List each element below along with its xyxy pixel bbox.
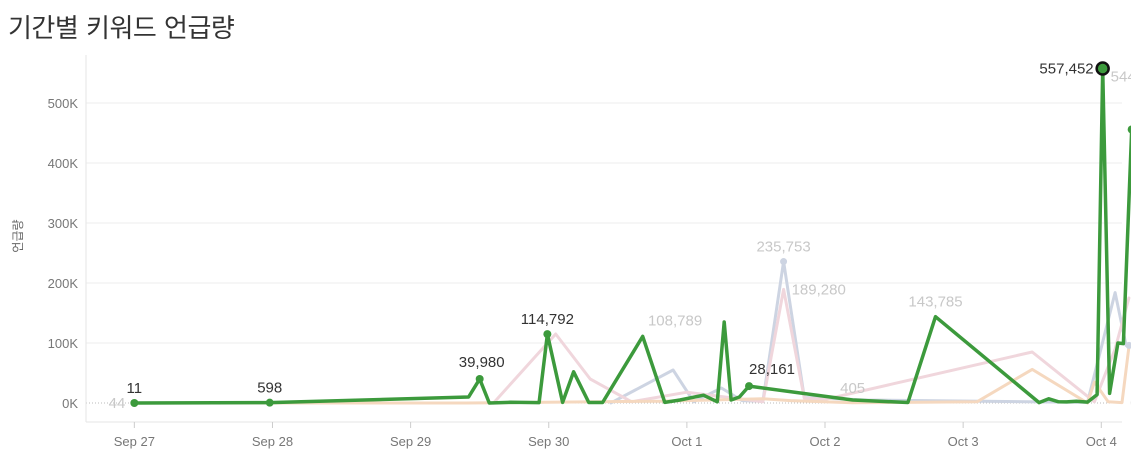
series-line-2 — [492, 287, 1131, 405]
x-tick-label: Oct 2 — [809, 434, 840, 449]
data-point — [543, 330, 552, 339]
x-tick-label: Oct 1 — [671, 434, 702, 449]
y-tick-label: 400K — [48, 156, 79, 171]
series-line-3 — [132, 345, 1131, 405]
data-point — [265, 398, 274, 407]
data-label: 11 — [127, 380, 143, 397]
data-label: 44 — [109, 395, 126, 412]
data-label: 28,161 — [749, 361, 795, 378]
x-tick-label: Sep 29 — [390, 434, 431, 449]
chart-title: 기간별 키워드 언급량 — [8, 14, 235, 44]
y-tick-label: 300K — [48, 216, 79, 231]
data-point-faded — [780, 258, 788, 266]
x-tick-label: Oct 3 — [948, 434, 979, 449]
data-point — [745, 382, 754, 391]
y-tick-label: 100K — [48, 336, 79, 351]
data-point — [130, 398, 139, 407]
x-tick-label: Sep 28 — [252, 434, 293, 449]
y-tick-label: 0K — [62, 396, 78, 411]
y-tick-label: 500K — [48, 96, 79, 111]
y-axis-label: 언급량 — [11, 219, 25, 252]
data-point-faded — [1125, 341, 1131, 349]
data-label: 189,280 — [792, 281, 846, 298]
data-label: 143,785 — [908, 294, 962, 311]
data-label: 598 — [257, 380, 282, 397]
selected-data-point[interactable] — [1095, 61, 1110, 76]
series-line-highlighted — [132, 66, 1131, 405]
data-label: 108,789 — [648, 313, 702, 330]
x-tick-label: Oct 4 — [1086, 434, 1117, 449]
y-tick-label: 200K — [48, 276, 79, 291]
data-label: 235,753 — [756, 239, 810, 256]
data-point — [475, 375, 484, 384]
data-point — [1127, 125, 1131, 134]
data-label: 557,452 — [1039, 61, 1093, 78]
data-label: 405 — [840, 380, 865, 397]
data-label: 544,334 — [1111, 68, 1131, 85]
data-label: 114,792 — [521, 311, 574, 328]
x-tick-label: Sep 27 — [114, 434, 155, 449]
x-tick-label: Sep 30 — [528, 434, 569, 449]
data-label: 39,980 — [459, 354, 505, 371]
